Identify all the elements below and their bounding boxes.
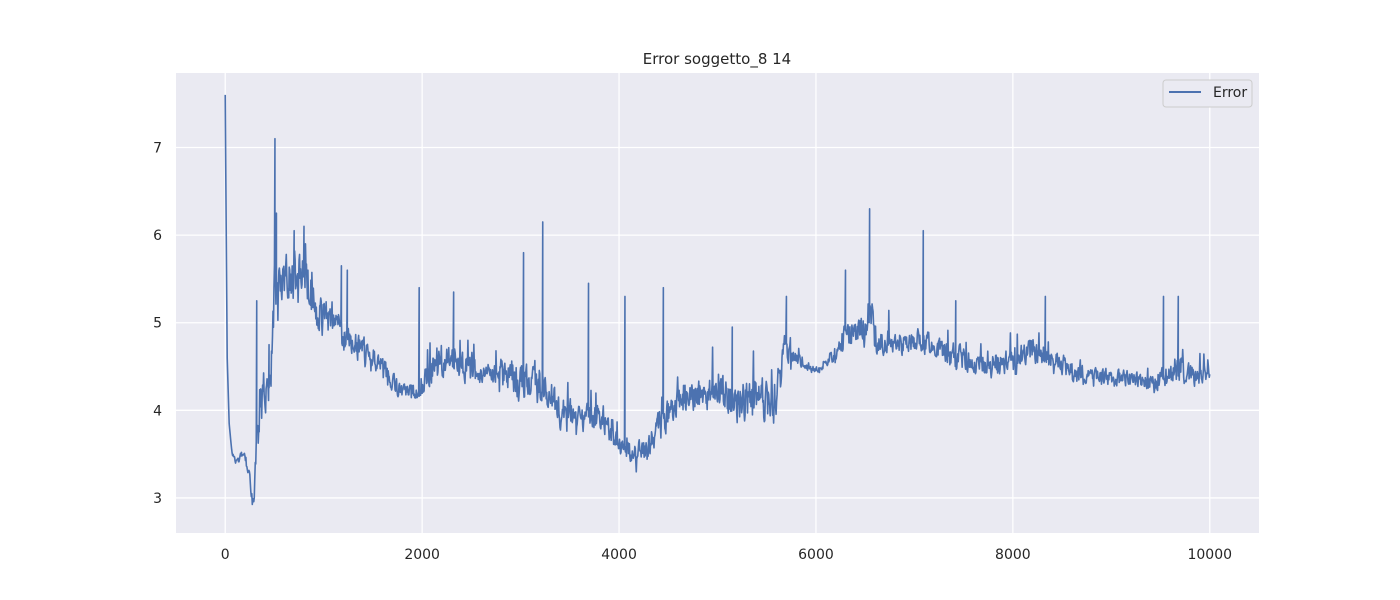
y-tick-label: 3 (153, 491, 162, 507)
y-tick-label: 5 (153, 316, 162, 332)
grid-lines (176, 73, 1259, 533)
legend: Error (1162, 79, 1253, 108)
x-tick-label: 6000 (798, 547, 834, 563)
x-axis: 0 2000 4000 6000 8000 10000 (221, 547, 1232, 563)
x-tick-label: 10000 (1187, 547, 1232, 563)
x-tick-label: 2000 (404, 547, 440, 563)
x-tick-label: 0 (221, 547, 230, 563)
plot-area (176, 73, 1259, 533)
y-tick-label: 7 (153, 140, 162, 156)
chart-title: Error soggetto_8 14 (643, 50, 791, 69)
y-tick-label: 4 (153, 403, 162, 419)
series-line-error (224, 94, 1211, 506)
legend-label-error: Error (1213, 85, 1247, 101)
x-tick-label: 4000 (601, 547, 637, 563)
series-layer (224, 94, 1211, 506)
y-tick-label: 6 (153, 228, 162, 244)
y-axis: 3 4 5 6 7 (153, 140, 162, 506)
x-tick-label: 8000 (995, 547, 1031, 563)
legend-box (1162, 79, 1253, 108)
